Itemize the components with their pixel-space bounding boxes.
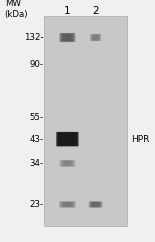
FancyBboxPatch shape — [59, 201, 76, 208]
FancyBboxPatch shape — [64, 161, 71, 166]
Text: 34-: 34- — [29, 159, 43, 168]
FancyBboxPatch shape — [90, 34, 101, 41]
FancyBboxPatch shape — [59, 160, 75, 167]
Text: MW: MW — [5, 0, 21, 8]
FancyBboxPatch shape — [62, 34, 73, 41]
FancyBboxPatch shape — [58, 132, 77, 146]
Text: 43-: 43- — [29, 135, 43, 144]
FancyBboxPatch shape — [65, 202, 70, 207]
Text: 55-: 55- — [29, 113, 43, 122]
FancyBboxPatch shape — [64, 34, 71, 41]
Text: HPR: HPR — [131, 135, 149, 144]
FancyBboxPatch shape — [64, 202, 71, 207]
FancyBboxPatch shape — [65, 135, 69, 143]
Bar — [44, 16, 127, 226]
FancyBboxPatch shape — [59, 133, 76, 145]
Text: 1: 1 — [64, 6, 71, 16]
FancyBboxPatch shape — [92, 34, 99, 41]
Text: 132-: 132- — [24, 33, 43, 42]
FancyBboxPatch shape — [65, 161, 70, 166]
FancyBboxPatch shape — [62, 202, 73, 207]
FancyBboxPatch shape — [93, 202, 98, 207]
Text: 90-: 90- — [29, 60, 43, 69]
FancyBboxPatch shape — [65, 35, 70, 40]
FancyBboxPatch shape — [92, 35, 99, 40]
FancyBboxPatch shape — [91, 34, 101, 41]
FancyBboxPatch shape — [63, 34, 72, 41]
FancyBboxPatch shape — [93, 202, 99, 207]
FancyBboxPatch shape — [61, 160, 73, 166]
Text: (kDa): (kDa) — [5, 10, 28, 19]
FancyBboxPatch shape — [64, 135, 71, 144]
FancyBboxPatch shape — [60, 160, 74, 166]
FancyBboxPatch shape — [60, 133, 75, 145]
FancyBboxPatch shape — [62, 134, 73, 144]
FancyBboxPatch shape — [94, 35, 97, 40]
FancyBboxPatch shape — [56, 132, 78, 146]
FancyBboxPatch shape — [90, 202, 102, 207]
FancyBboxPatch shape — [62, 160, 73, 166]
FancyBboxPatch shape — [60, 202, 75, 207]
FancyBboxPatch shape — [91, 34, 100, 41]
FancyBboxPatch shape — [63, 134, 72, 144]
FancyBboxPatch shape — [63, 161, 72, 166]
FancyBboxPatch shape — [61, 33, 73, 42]
FancyBboxPatch shape — [61, 202, 74, 207]
FancyBboxPatch shape — [93, 35, 98, 40]
Text: 2: 2 — [92, 6, 99, 16]
FancyBboxPatch shape — [66, 35, 69, 40]
FancyBboxPatch shape — [63, 202, 72, 207]
Text: 23-: 23- — [29, 200, 43, 209]
FancyBboxPatch shape — [90, 202, 101, 207]
FancyBboxPatch shape — [59, 33, 75, 42]
FancyBboxPatch shape — [92, 202, 99, 207]
FancyBboxPatch shape — [89, 201, 102, 208]
FancyBboxPatch shape — [91, 202, 100, 207]
FancyBboxPatch shape — [60, 33, 74, 42]
